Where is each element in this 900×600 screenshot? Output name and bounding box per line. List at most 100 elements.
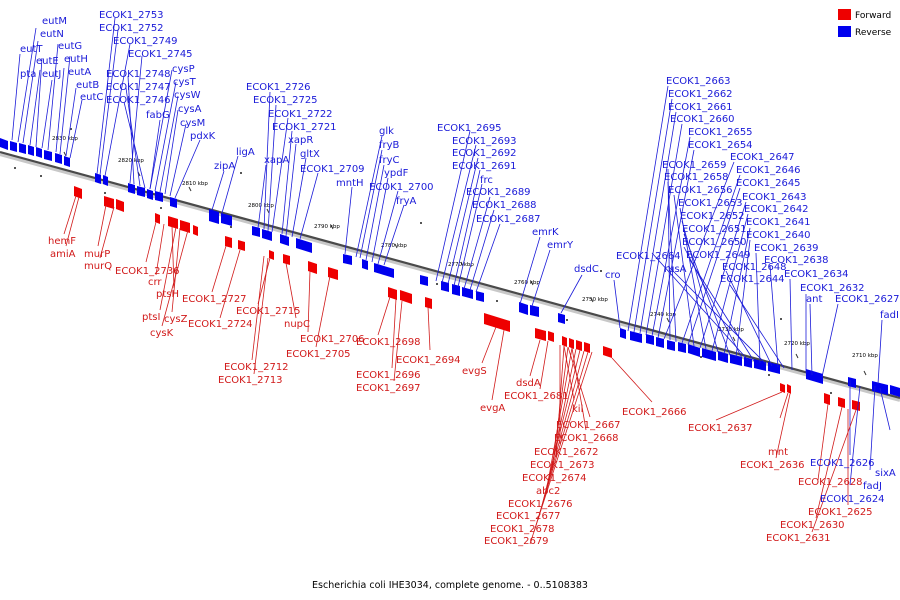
gene-label: fryB bbox=[379, 140, 400, 151]
gene-label: ECOK1_2695 bbox=[437, 123, 502, 134]
gene-feature bbox=[168, 216, 178, 229]
gene-feature bbox=[569, 338, 574, 349]
gene-label: ECOK1_2634 bbox=[784, 269, 849, 280]
gene-label: ptsH bbox=[156, 289, 179, 300]
gene-label: hemF bbox=[48, 236, 76, 247]
gene-feature bbox=[328, 267, 338, 280]
gene-feature bbox=[128, 183, 135, 194]
gene-label: ECOK1_2662 bbox=[668, 89, 733, 100]
gene-feature bbox=[452, 284, 460, 296]
gene-label: fadI bbox=[880, 310, 899, 321]
gene-feature bbox=[400, 290, 412, 304]
gene-label: cysP bbox=[172, 64, 195, 75]
gene-label: ECOK1_2641 bbox=[746, 217, 811, 228]
gene-label: ECOK1_2653 bbox=[678, 198, 743, 209]
gene-label: ECOK1_2692 bbox=[452, 148, 517, 159]
gene-feature bbox=[10, 141, 17, 152]
gene-label: eutE bbox=[36, 56, 59, 67]
gene-feature bbox=[388, 287, 397, 300]
gene-label: ECOK1_2709 bbox=[300, 164, 365, 175]
gene-feature bbox=[147, 189, 153, 200]
gene-label: fabG bbox=[146, 110, 170, 121]
gene-label: frc bbox=[480, 175, 493, 186]
gene-feature bbox=[656, 337, 664, 348]
gene-label: nupC bbox=[284, 319, 310, 330]
gene-label: ECOK1_2642 bbox=[744, 204, 809, 215]
gene-label: ECOK1_2625 bbox=[808, 507, 873, 518]
gene-label: ECOK1_2715 bbox=[236, 306, 301, 317]
gene-feature bbox=[155, 191, 163, 202]
gene-feature bbox=[308, 261, 317, 274]
legend-reverse-swatch bbox=[838, 26, 851, 37]
gene-label: rusA bbox=[664, 264, 687, 275]
forward-leaders bbox=[63, 195, 857, 545]
gene-label: ECOK1_2658 bbox=[664, 172, 729, 183]
gene-feature bbox=[744, 357, 752, 368]
gene-label: ECOK1_2647 bbox=[730, 152, 795, 163]
gene-feature bbox=[296, 238, 312, 253]
legend: Forward Reverse bbox=[838, 9, 892, 38]
gene-feature bbox=[730, 354, 742, 366]
gene-label: ECOK1_2705 bbox=[286, 349, 351, 360]
gene-label: eutC bbox=[80, 92, 103, 103]
gene-feature bbox=[170, 197, 177, 208]
gene-feature bbox=[28, 145, 34, 156]
gene-label: ECOK1_2672 bbox=[534, 447, 599, 458]
gene-label: eutA bbox=[68, 67, 91, 78]
gene-label: eutT bbox=[20, 44, 43, 55]
gene-feature bbox=[630, 331, 642, 343]
tick-label: 2730 kbp bbox=[718, 327, 744, 333]
gene-feature bbox=[718, 351, 728, 363]
gene-feature bbox=[252, 226, 260, 237]
gene-label: ECOK1_2668 bbox=[554, 433, 619, 444]
gene-label: emrY bbox=[547, 240, 574, 251]
gene-label: ECOK1_2725 bbox=[253, 95, 318, 106]
gene-label: ECOK1_2691 bbox=[452, 161, 517, 172]
gene-label: fadJ bbox=[863, 481, 882, 492]
gene-label: ECOK1_2679 bbox=[484, 536, 549, 547]
gene-feature bbox=[603, 346, 612, 358]
gene-feature bbox=[754, 359, 766, 371]
gene-feature bbox=[646, 334, 654, 345]
gene-label: ligA bbox=[236, 147, 255, 158]
gene-label: ECOK1_2624 bbox=[820, 494, 885, 505]
gene-feature bbox=[280, 234, 289, 246]
gene-label: pta bbox=[20, 69, 36, 80]
gene-label: ECOK1_2687 bbox=[476, 214, 541, 225]
gene-label: ECOK1_2746 bbox=[106, 95, 171, 106]
tick-label: 2820 kbp bbox=[118, 158, 144, 164]
gene-feature bbox=[535, 328, 546, 341]
gene-label: ECOK1_2631 bbox=[766, 533, 831, 544]
gene-label: ECOK1_2673 bbox=[530, 460, 595, 471]
gene-feature bbox=[780, 383, 785, 393]
gene-label: gltX bbox=[300, 149, 320, 160]
gene-feature bbox=[420, 275, 428, 286]
gene-feature bbox=[548, 331, 554, 342]
tick-label: 2720 kbp bbox=[784, 341, 810, 347]
gene-label: ypdF bbox=[384, 168, 409, 179]
gene-label: ECOK1_2639 bbox=[754, 243, 819, 254]
gene-label: ECOK1_2727 bbox=[182, 294, 247, 305]
gene-label: ECOK1_2627 bbox=[835, 294, 900, 305]
gene-label: ECOK1_2724 bbox=[188, 319, 253, 330]
gene-feature bbox=[484, 313, 510, 332]
gene-label: eutJ bbox=[42, 69, 61, 80]
gene-label: ECOK1_2712 bbox=[224, 362, 289, 373]
gene-label: abc2 bbox=[536, 486, 560, 497]
tick-label: 2810 kbp bbox=[182, 181, 208, 187]
gene-feature bbox=[362, 259, 368, 270]
gene-feature bbox=[678, 342, 686, 353]
gene-label: ECOK1_2693 bbox=[452, 136, 517, 147]
gene-feature bbox=[0, 138, 8, 150]
gene-label: ECOK1_2644 bbox=[720, 274, 785, 285]
gene-label: dsdA bbox=[516, 378, 541, 389]
gene-label: eutG bbox=[58, 41, 82, 52]
gene-label: amiA bbox=[50, 249, 76, 260]
gene-label: cysW bbox=[174, 90, 201, 101]
gene-label: ECOK1_2752 bbox=[99, 23, 164, 34]
gene-label: ptsI bbox=[142, 312, 160, 323]
gene-label: ECOK1_2694 bbox=[396, 355, 461, 366]
gene-label: ECOK1_2688 bbox=[472, 200, 537, 211]
gene-label: glk bbox=[379, 126, 394, 137]
gene-label: zipA bbox=[214, 161, 235, 172]
